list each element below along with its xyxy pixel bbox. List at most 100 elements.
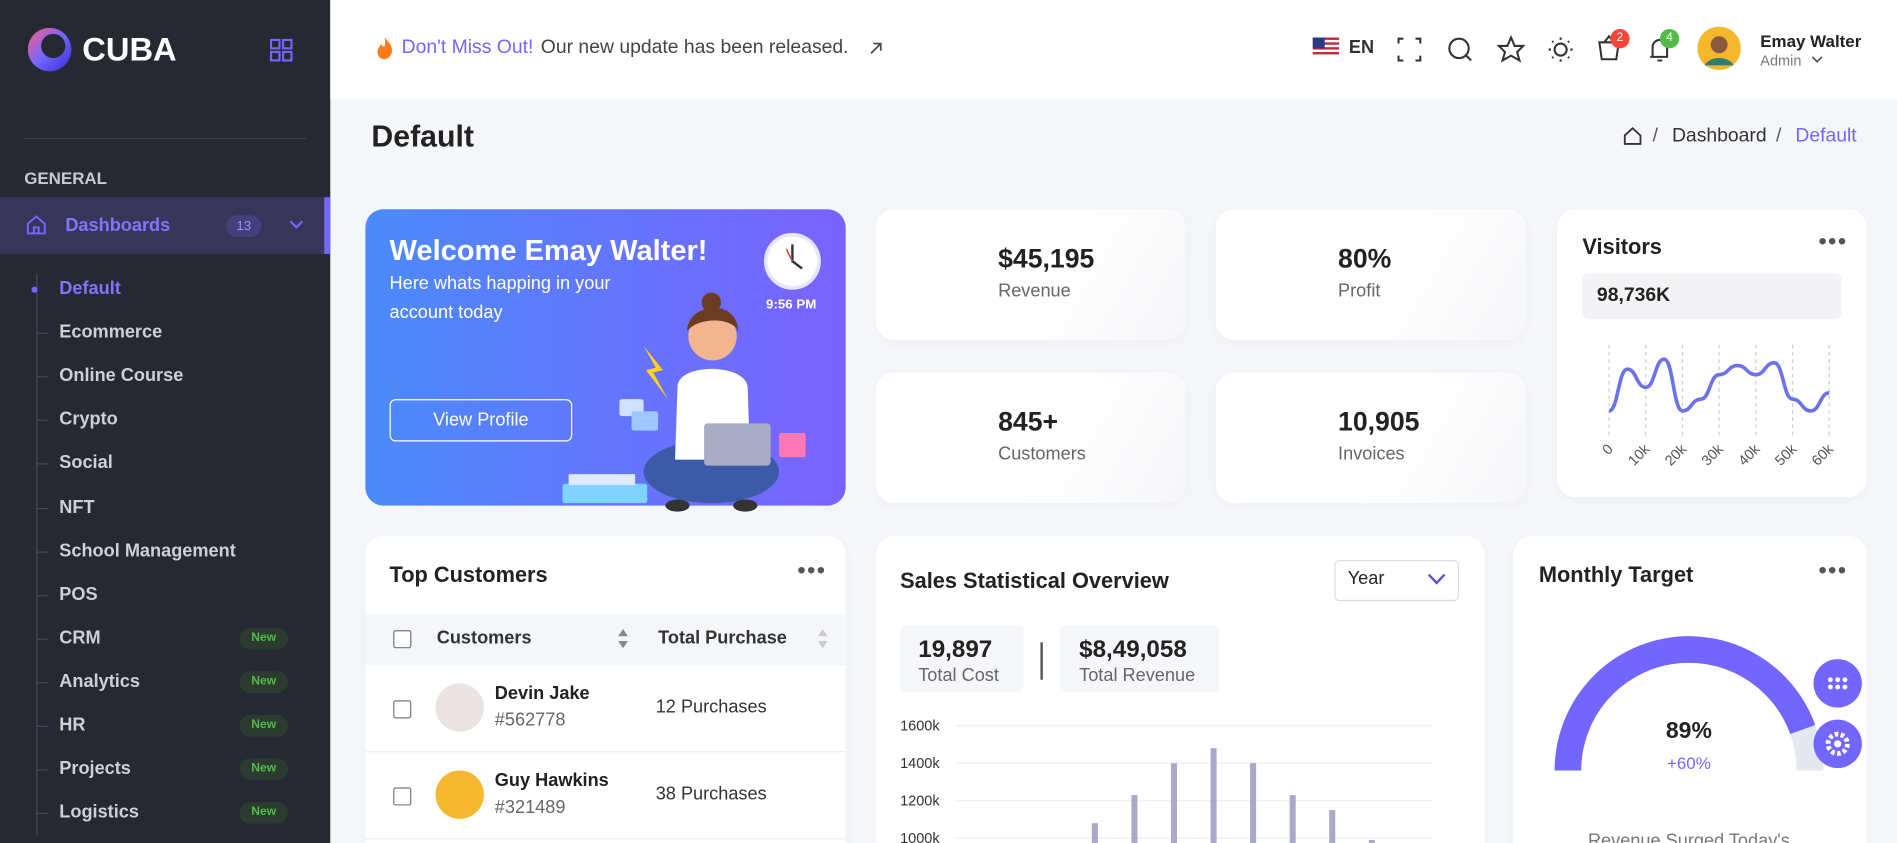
card-title: Visitors	[1582, 234, 1662, 259]
total-box	[1582, 273, 1842, 320]
floating-buttons[interactable]	[1812, 658, 1863, 769]
tree-tick	[36, 551, 49, 553]
chevron	[1427, 573, 1446, 585]
tree-tick	[36, 725, 49, 727]
menu-item[interactable]: School Management	[59, 540, 236, 561]
section-title: GENERAL	[24, 168, 108, 188]
menu-item[interactable]: Crypto	[59, 409, 118, 430]
menu-item[interactable]: Default	[59, 278, 121, 299]
tree-tick	[36, 463, 49, 465]
brand: CUBA	[82, 31, 177, 68]
header	[330, 0, 1897, 100]
tree-tick	[36, 376, 49, 378]
checkbox[interactable]	[393, 787, 412, 806]
avatar[interactable]	[1697, 26, 1741, 71]
summary-value: 19,897	[918, 636, 993, 663]
menu-item[interactable]: Social	[59, 452, 113, 474]
menu-item[interactable]: NFT	[59, 496, 95, 518]
tree-tick	[36, 420, 49, 422]
active-dot	[31, 286, 38, 293]
active-menu[interactable]	[0, 197, 325, 254]
visitors-total: 98,736K	[1596, 285, 1671, 307]
gauge-value: 89%	[1665, 718, 1712, 744]
grid-icon[interactable]	[269, 38, 293, 62]
view-profile-button[interactable]: View Profile	[389, 399, 573, 442]
menu-item[interactable]: POS	[59, 583, 98, 605]
more-menu[interactable]: •••	[1818, 228, 1848, 256]
customer-id: #562778	[494, 709, 566, 731]
summary-label: Total Cost	[918, 665, 999, 686]
promo-highlight[interactable]: Don't Miss Out!	[401, 37, 534, 59]
summary-box	[900, 625, 1024, 692]
clock-time: 9:56 PM	[766, 297, 817, 313]
header-icons[interactable]	[1391, 30, 1681, 69]
menu-badge: New	[239, 671, 288, 693]
menu-item[interactable]: CRM	[59, 627, 101, 649]
clock	[763, 232, 821, 290]
row-divider	[365, 751, 846, 753]
tree-tick	[36, 507, 49, 509]
customer-avatar	[435, 770, 484, 819]
gauge-change: +60%	[1666, 753, 1711, 773]
stat-value: 845+	[998, 406, 1059, 437]
period-value: Year	[1347, 568, 1385, 590]
user-role: Admin	[1760, 52, 1802, 69]
language[interactable]: EN	[1348, 37, 1375, 59]
stat-value: 80%	[1338, 243, 1392, 274]
sort-icons[interactable]	[616, 628, 834, 650]
period-select[interactable]	[1334, 559, 1460, 602]
menu-badge: New	[239, 758, 288, 781]
more-menu[interactable]: •••	[797, 557, 827, 585]
welcome-text: Here whats happing in your account today	[389, 273, 611, 323]
menu-badge: New	[239, 714, 288, 737]
sidebar: CUBA GENERAL Dashboards 13 Default Ecomme…	[0, 0, 331, 843]
stat-value: $45,195	[998, 243, 1095, 274]
card-title: Sales Statistical Overview	[900, 568, 1169, 593]
welcome-title: Welcome Emay Walter!	[389, 234, 708, 268]
divider	[24, 137, 307, 140]
page-title: Default	[371, 119, 474, 154]
menu-item[interactable]: HR	[59, 714, 86, 736]
home-icon[interactable]	[1622, 126, 1643, 147]
stat-card	[1215, 209, 1526, 340]
caption: Revenue Surged Today's	[1587, 830, 1790, 843]
logo	[27, 27, 72, 72]
menu-item[interactable]: Online Course	[59, 365, 184, 387]
separator: /	[1775, 125, 1782, 147]
divider	[1040, 642, 1043, 680]
menu-badge: New	[239, 627, 288, 650]
external-icon[interactable]	[869, 41, 884, 56]
menu-label[interactable]: Dashboards	[65, 215, 171, 236]
tree-tick	[36, 638, 49, 640]
card-title: Monthly Target	[1538, 562, 1694, 587]
cart-badge: 2	[1610, 29, 1630, 49]
breadcrumb[interactable]: Dashboard	[1671, 125, 1767, 147]
breadcrumb: Default	[1795, 125, 1857, 147]
column-header[interactable]: Total Purchase	[658, 627, 787, 649]
menu-item[interactable]: Ecommerce	[59, 321, 163, 343]
user-name[interactable]: Emay Walter	[1760, 31, 1862, 51]
tree-tick	[36, 769, 49, 771]
stat-card	[875, 372, 1186, 504]
summary-value: $8,49,058	[1079, 636, 1187, 663]
checkbox[interactable]	[393, 630, 412, 649]
more-menu[interactable]: •••	[1818, 557, 1848, 585]
stat-label: Customers	[998, 443, 1086, 465]
customer-name: Guy Hawkins	[494, 770, 609, 792]
chevron	[289, 220, 304, 229]
column-header[interactable]: Customers	[436, 627, 532, 649]
menu-item[interactable]: Projects	[59, 758, 131, 780]
menu-item[interactable]: Logistics	[59, 802, 139, 823]
fire-icon	[377, 37, 393, 60]
notification-badge: 4	[1659, 29, 1680, 49]
customer-purchases: 12 Purchases	[655, 696, 767, 718]
customer-avatar	[435, 683, 484, 732]
stat-label: Revenue	[998, 280, 1071, 302]
row-divider	[365, 838, 846, 840]
checkbox[interactable]	[393, 700, 412, 719]
chevron	[1811, 56, 1823, 63]
menu-item[interactable]: Analytics	[59, 671, 140, 692]
active-indicator	[324, 197, 331, 254]
tree-tick	[36, 332, 49, 334]
